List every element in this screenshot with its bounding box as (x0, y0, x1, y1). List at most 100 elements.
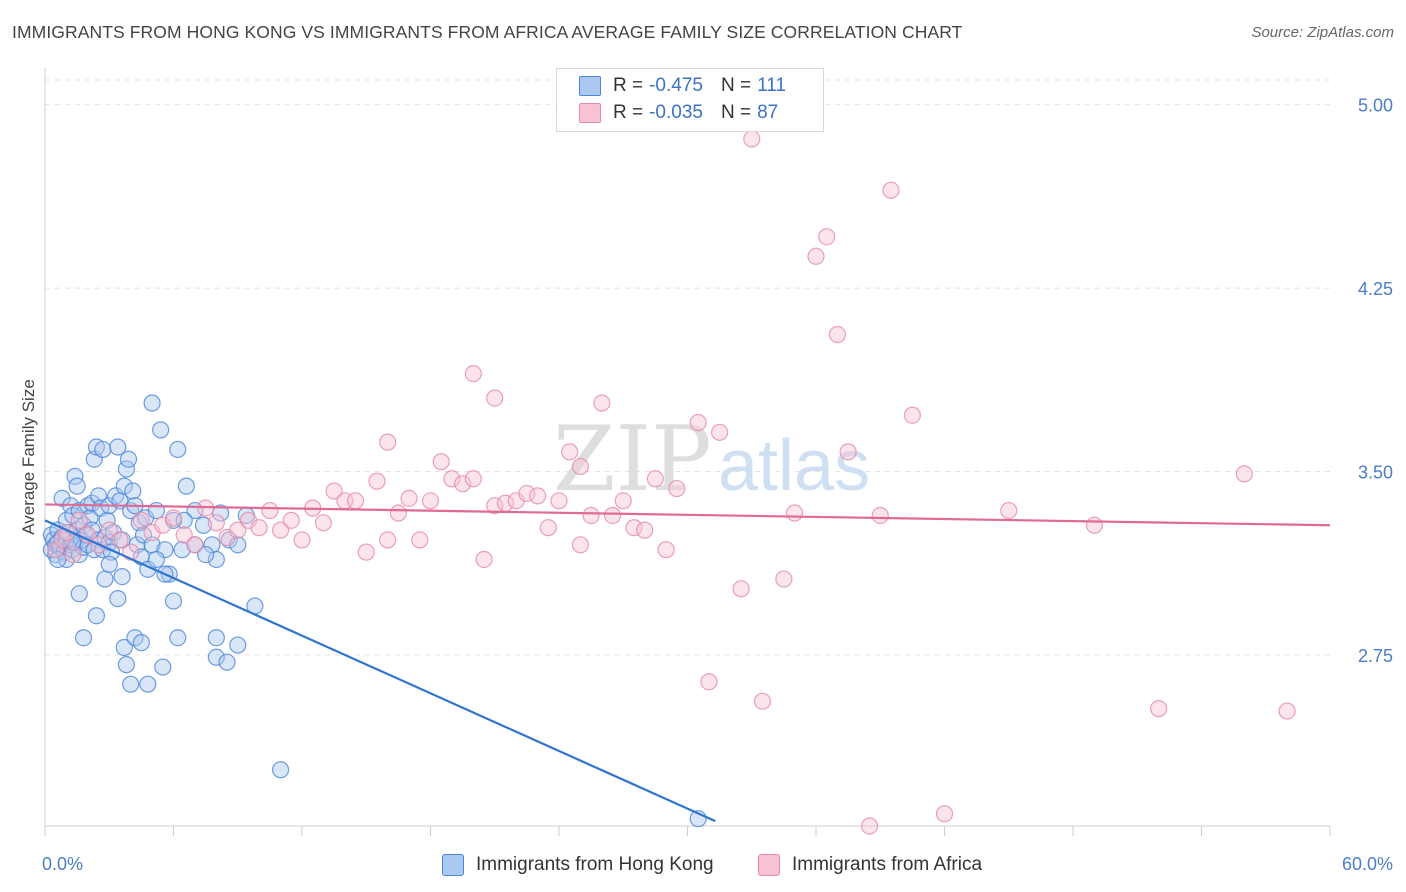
hk-point-49 (109, 438, 127, 456)
africa-point-38 (432, 453, 450, 471)
legend-hk-n-label: N = (720, 75, 752, 96)
hk-point-71 (169, 440, 187, 459)
watermark-zip: ZIP (553, 407, 712, 512)
watermark-atlas: atlas (718, 426, 870, 506)
x-tick-label-max: 60.0% (1342, 854, 1393, 874)
africa-point-64 (753, 692, 772, 710)
hk-point-108 (229, 636, 247, 654)
hk-point-106 (207, 629, 225, 647)
legend-hk-r-value: -0.475 (649, 75, 703, 96)
hk-point-102 (175, 511, 193, 529)
bottom-legend-hk[interactable]: Immigrants from Hong Kong (442, 852, 714, 878)
legend-row-hk: R = -0.475 N = 111 (579, 73, 786, 99)
africa-point-48 (539, 519, 557, 537)
africa-point-13 (164, 509, 183, 527)
hk-point-83 (64, 533, 82, 551)
bottom-legend-hk-label: Immigrants from Hong Kong (476, 854, 714, 875)
y-axis-label: Average Family Size (19, 379, 38, 535)
africa-point-39 (443, 470, 461, 488)
africa-point-85 (935, 805, 954, 823)
grid-layer (45, 79, 1332, 656)
hk-point-64 (143, 394, 161, 412)
africa-point-28 (325, 482, 343, 500)
africa-point-23 (271, 521, 290, 539)
africa-point-21 (250, 519, 268, 537)
legend-hk-r-label: R = (613, 75, 644, 96)
africa-point-81 (1085, 516, 1104, 534)
hk-point-95 (132, 634, 150, 652)
africa-point-60 (668, 479, 686, 498)
africa-point-77 (571, 536, 590, 554)
bottom-legend-africa-swatch (758, 854, 780, 876)
africa-point-67 (807, 247, 825, 265)
bottom-legend-hk-swatch (442, 854, 464, 876)
y-tick-label-1: 4.25 (1358, 279, 1393, 299)
africa-point-75 (486, 389, 504, 407)
trend-layer (44, 503, 1331, 823)
africa-point-84 (1278, 702, 1296, 720)
africa-point-33 (379, 531, 397, 549)
hk-point-73 (177, 477, 195, 495)
africa-point-24 (282, 511, 300, 529)
africa-point-58 (646, 470, 664, 488)
africa-point-47 (528, 487, 547, 505)
africa-point-50 (561, 443, 579, 461)
africa-point-37 (421, 492, 440, 510)
africa-point-40 (454, 475, 472, 493)
hk-point-88 (100, 555, 118, 573)
africa-point-53 (593, 394, 611, 412)
axis-layer (44, 68, 1331, 836)
hk-point-96 (139, 675, 157, 693)
bottom-legend-africa[interactable]: Immigrants from Africa (758, 852, 982, 878)
africa-point-3 (64, 545, 82, 564)
africa-point-83 (1235, 465, 1253, 483)
hk-point-89 (109, 589, 127, 608)
africa-point-80 (1000, 501, 1018, 520)
stats-legend: R = -0.475 N = 111 R = -0.035 N = 87 (556, 68, 824, 132)
hk-point-107 (218, 653, 236, 671)
hk-point-101 (169, 629, 187, 647)
africa-point-68 (818, 228, 836, 246)
africa-point-78 (700, 673, 718, 691)
hk-point-86 (87, 607, 106, 625)
africa-trend-line (44, 503, 1331, 527)
hk-point-105 (207, 648, 225, 666)
legend-africa-swatch (579, 103, 601, 123)
africa-point-49 (550, 492, 568, 510)
africa-point-43 (486, 497, 504, 515)
africa-point-8 (111, 531, 129, 549)
africa-point-57 (636, 521, 654, 539)
africa-point-54 (603, 506, 622, 525)
africa-point-66 (785, 504, 804, 522)
hk-point-84 (70, 585, 88, 603)
legend-africa-r-value: -0.035 (649, 102, 703, 123)
africa-point-17 (207, 514, 225, 532)
hk-point-93 (122, 675, 140, 693)
hk-point-22 (68, 477, 86, 495)
africa-point-35 (400, 489, 418, 507)
africa-point-42 (475, 550, 493, 569)
africa-point-32 (368, 472, 386, 490)
y-tick-label-0: 5.00 (1358, 96, 1393, 116)
chart-title: IMMIGRANTS FROM HONG KONG VS IMMIGRANTS … (12, 22, 963, 42)
africa-point-34 (389, 504, 407, 522)
watermark: ZIP atlas (553, 407, 870, 512)
hk-point-77 (207, 550, 225, 569)
legend-africa-r-label: R = (613, 102, 644, 123)
hk-point-72 (173, 541, 191, 559)
hk-point-97 (147, 550, 165, 569)
africa-point-4 (70, 511, 88, 529)
africa-point-76 (379, 433, 397, 451)
hk-point-110 (271, 761, 290, 779)
legend-hk-swatch (579, 76, 601, 96)
africa-point-65 (775, 570, 793, 588)
africa-point-46 (518, 484, 536, 503)
hk-point-87 (96, 570, 114, 588)
hk-point-85 (74, 629, 93, 647)
africa-point-56 (625, 519, 643, 537)
hk-point-104 (197, 545, 215, 564)
africa-point-63 (732, 580, 750, 598)
hk-point-54 (119, 450, 138, 468)
hk-point-56 (124, 482, 142, 500)
